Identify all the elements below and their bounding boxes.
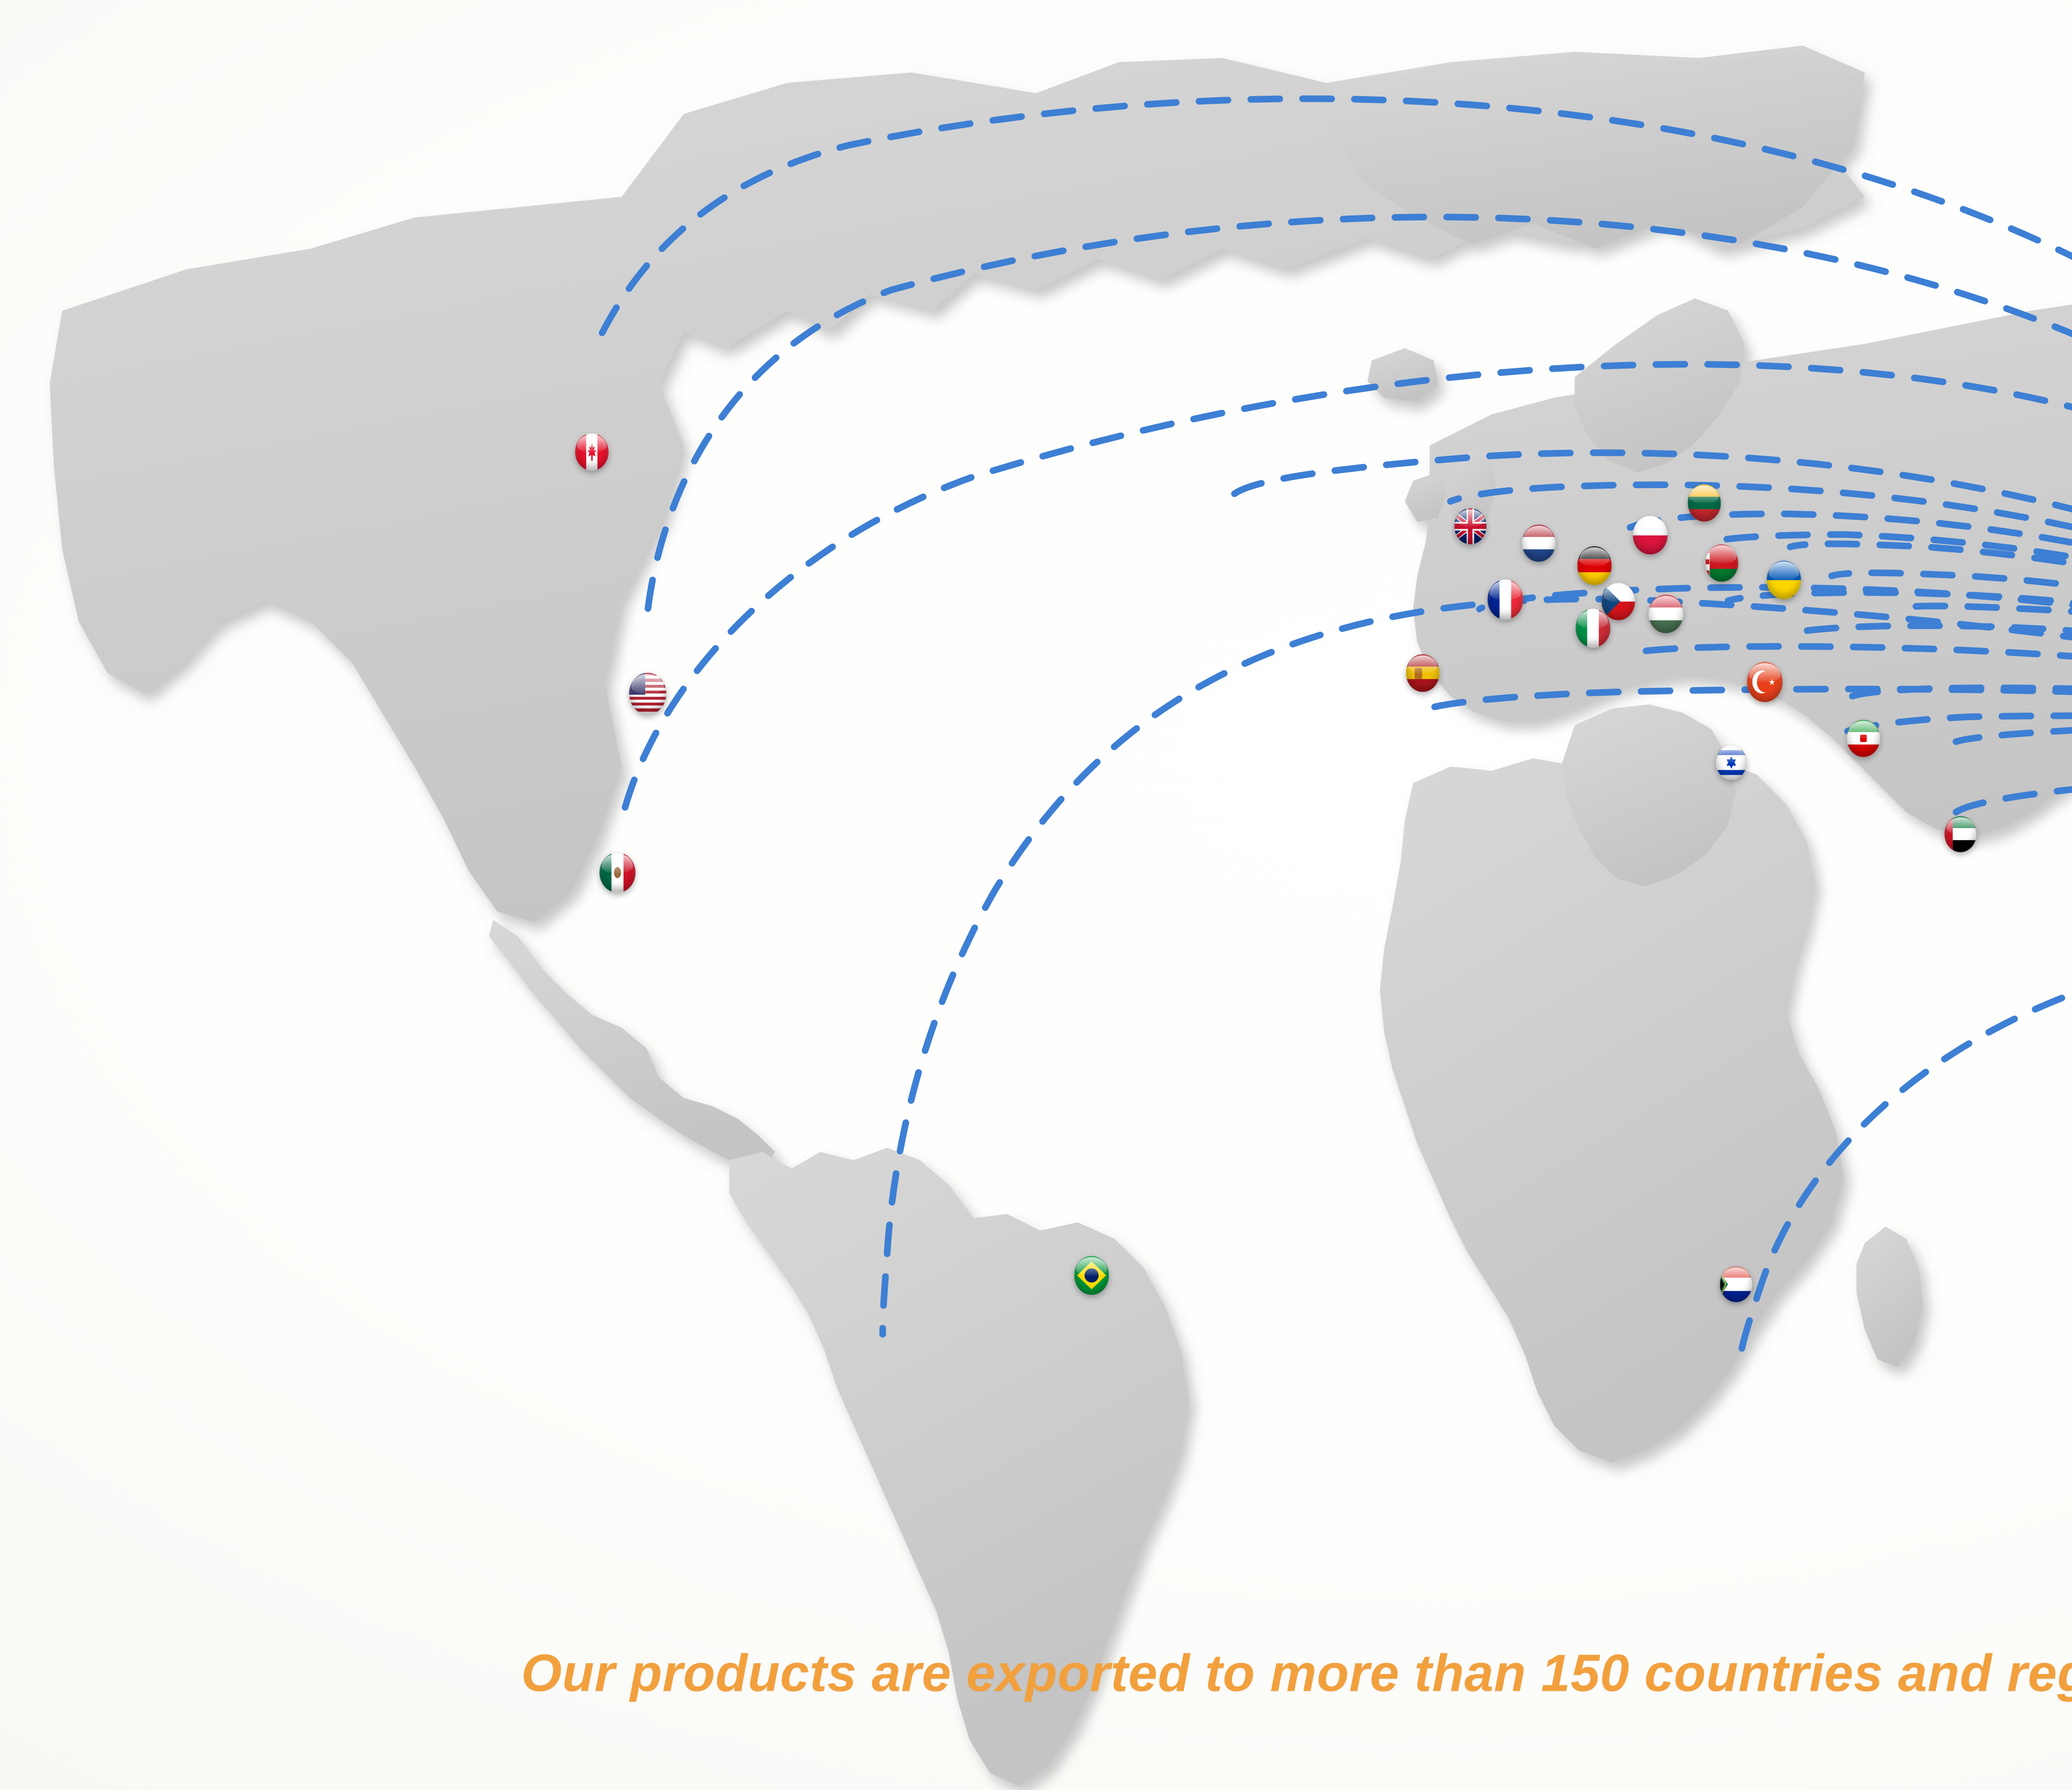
flag-es-icon bbox=[1406, 654, 1440, 692]
iceland bbox=[1368, 348, 1438, 402]
flag-ua-icon bbox=[1766, 560, 1801, 600]
flag-marker-italy[interactable] bbox=[1575, 609, 1610, 648]
flag-marker-united-arab-emirates[interactable] bbox=[1944, 816, 1977, 852]
flag-tr-icon bbox=[1747, 662, 1783, 702]
flag-marker-poland[interactable] bbox=[1633, 515, 1668, 555]
flag-marker-south-africa[interactable] bbox=[1720, 1266, 1752, 1302]
flag-de-icon bbox=[1577, 546, 1612, 585]
export-caption: Our products are exported to more than 1… bbox=[521, 1644, 2072, 1702]
eurasia bbox=[1413, 305, 2072, 837]
export-routes bbox=[589, 95, 2072, 1362]
route-usa bbox=[643, 213, 2072, 625]
route-netherlands bbox=[1447, 481, 2072, 530]
central-america bbox=[489, 920, 775, 1173]
flag-marker-iran[interactable] bbox=[1847, 719, 1880, 757]
route-ukraine bbox=[1890, 602, 2072, 615]
flag-nl-icon bbox=[1522, 524, 1556, 562]
flag-marker-united-states[interactable] bbox=[629, 672, 666, 715]
flag-gb-icon bbox=[1454, 508, 1486, 544]
flag-lt-icon bbox=[1687, 484, 1721, 522]
flag-it-icon bbox=[1575, 609, 1610, 648]
flag-marker-germany[interactable] bbox=[1577, 546, 1612, 585]
arabian-peninsula bbox=[1562, 704, 1736, 887]
flag-ir-icon bbox=[1847, 719, 1880, 757]
route-mexico bbox=[618, 361, 2072, 824]
flag-marker-lithuania[interactable] bbox=[1687, 484, 1721, 522]
route-spain bbox=[1414, 685, 2072, 716]
route-germany bbox=[1621, 510, 2072, 546]
flag-marker-israel[interactable] bbox=[1716, 745, 1747, 780]
south-america bbox=[729, 1148, 1189, 1786]
ireland bbox=[1405, 472, 1446, 522]
flag-marker-united-kingdom[interactable] bbox=[1454, 508, 1486, 544]
flag-il-icon bbox=[1716, 745, 1747, 780]
flag-ae-icon bbox=[1944, 816, 1977, 852]
route-poland bbox=[1704, 531, 2072, 561]
flag-marker-france[interactable] bbox=[1487, 579, 1524, 620]
flag-us-icon bbox=[629, 672, 666, 715]
flag-mx-icon bbox=[599, 852, 636, 893]
flag-fr-icon bbox=[1487, 579, 1524, 620]
landmasses bbox=[50, 46, 2072, 1786]
flag-za-icon bbox=[1720, 1266, 1752, 1302]
route-brazil bbox=[879, 595, 2072, 1338]
flag-marker-netherlands[interactable] bbox=[1522, 524, 1556, 562]
route-hungary bbox=[1787, 622, 2072, 637]
madagascar bbox=[1857, 1226, 1923, 1367]
flag-marker-canada[interactable] bbox=[575, 433, 609, 471]
scandinavia bbox=[1575, 298, 1745, 472]
flag-marker-hungary[interactable] bbox=[1648, 594, 1684, 634]
route-belarus bbox=[1828, 569, 2072, 589]
flag-marker-belarus[interactable] bbox=[1705, 544, 1739, 582]
flag-pl-icon bbox=[1633, 515, 1668, 555]
flag-marker-mexico[interactable] bbox=[599, 852, 636, 893]
route-italy bbox=[1621, 643, 2072, 660]
flag-marker-ukraine[interactable] bbox=[1766, 560, 1801, 600]
route-uk bbox=[1227, 449, 2072, 513]
route-france bbox=[1476, 584, 2072, 612]
flag-by-icon bbox=[1705, 544, 1739, 582]
flag-br-icon bbox=[1074, 1256, 1109, 1295]
flag-ca-icon bbox=[575, 433, 609, 471]
route-south-africa bbox=[1737, 990, 2072, 1362]
flag-hu-icon bbox=[1648, 594, 1684, 634]
flag-marker-spain[interactable] bbox=[1406, 654, 1440, 692]
route-canada bbox=[589, 95, 2072, 356]
flag-marker-turkey[interactable] bbox=[1747, 662, 1783, 702]
north-america bbox=[50, 52, 1865, 922]
flag-marker-brazil[interactable] bbox=[1074, 1256, 1109, 1295]
route-lithuania bbox=[1787, 540, 2072, 567]
greenland bbox=[1326, 46, 1865, 249]
